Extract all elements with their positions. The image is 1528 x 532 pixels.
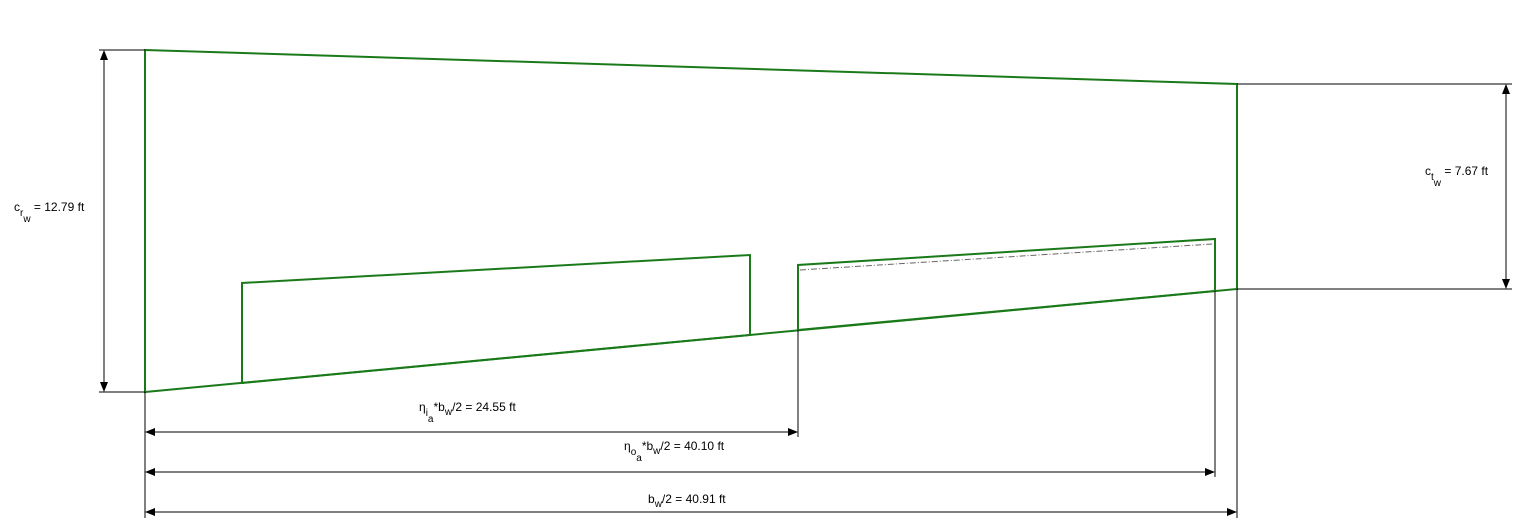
aileron-hinge-line bbox=[799, 243, 1214, 271]
inner-aileron-label: ηia*bw/2 = 24.55 ft bbox=[419, 400, 516, 425]
outer-aileron-label-mid: *b bbox=[642, 439, 654, 453]
tip-chord-label-sub: t bbox=[1431, 172, 1434, 183]
outer-aileron-arrow-left bbox=[145, 468, 155, 476]
outer-aileron-label-sub: o bbox=[631, 447, 637, 458]
outer-aileron-label-base: η bbox=[624, 439, 631, 453]
inner-aileron-label-base: η bbox=[419, 400, 426, 414]
tip-chord-label-rest: = 7.67 ft bbox=[1441, 164, 1489, 178]
inner-aileron-arrow-left bbox=[145, 428, 155, 436]
inboard-flap-outline bbox=[241, 253, 751, 385]
root-chord-label: crw = 12.79 ft bbox=[14, 200, 85, 225]
inner-aileron-label-rest: /2 = 24.55 ft bbox=[452, 400, 516, 414]
outer-aileron-dimension bbox=[145, 468, 1215, 476]
inner-aileron-label-sub2: w bbox=[444, 407, 453, 418]
root-chord-label-sub: r bbox=[20, 208, 24, 219]
half-span-arrow-left bbox=[145, 508, 155, 516]
tip-chord-label-subsub: w bbox=[1433, 178, 1442, 189]
half-span-label-rest: /2 = 40.91 ft bbox=[662, 492, 726, 506]
inner-aileron-label-mid: *b bbox=[433, 400, 445, 414]
tip-chord-dimension bbox=[1237, 83, 1512, 290]
outer-aileron-label-sub2: w bbox=[652, 446, 661, 457]
inner-aileron-arrow-right bbox=[788, 428, 798, 436]
half-span-label: bw/2 = 40.91 ft bbox=[648, 492, 726, 510]
aileron-outline bbox=[797, 237, 1216, 332]
root-chord-arrow-bottom bbox=[100, 382, 108, 392]
outer-aileron-label-subsub: a bbox=[636, 453, 642, 464]
half-span-dimension bbox=[145, 508, 1237, 516]
root-chord-label-rest: = 12.79 ft bbox=[31, 200, 85, 214]
outer-aileron-label: ηoa*bw/2 = 40.10 ft bbox=[624, 439, 725, 464]
inner-aileron-dimension bbox=[145, 428, 798, 436]
inner-aileron-label-sub: i bbox=[426, 408, 428, 419]
tip-chord-label: ctw = 7.67 ft bbox=[1425, 164, 1489, 189]
tip-chord-label-base: c bbox=[1425, 164, 1431, 178]
outer-aileron-label-rest: /2 = 40.10 ft bbox=[660, 439, 724, 453]
outer-aileron-arrow-right bbox=[1205, 468, 1215, 476]
root-chord-dimension bbox=[99, 49, 145, 393]
half-span-label-base: b bbox=[648, 492, 655, 506]
tip-chord-arrow-top bbox=[1502, 84, 1510, 94]
inner-aileron-label-subsub: a bbox=[428, 414, 434, 425]
half-span-label-sub: w bbox=[654, 499, 663, 510]
root-chord-label-subsub: w bbox=[22, 214, 31, 225]
root-chord-label-base: c bbox=[14, 200, 20, 214]
tip-chord-arrow-bottom bbox=[1502, 279, 1510, 289]
root-chord-arrow-top bbox=[100, 50, 108, 60]
half-span-arrow-right bbox=[1227, 508, 1237, 516]
